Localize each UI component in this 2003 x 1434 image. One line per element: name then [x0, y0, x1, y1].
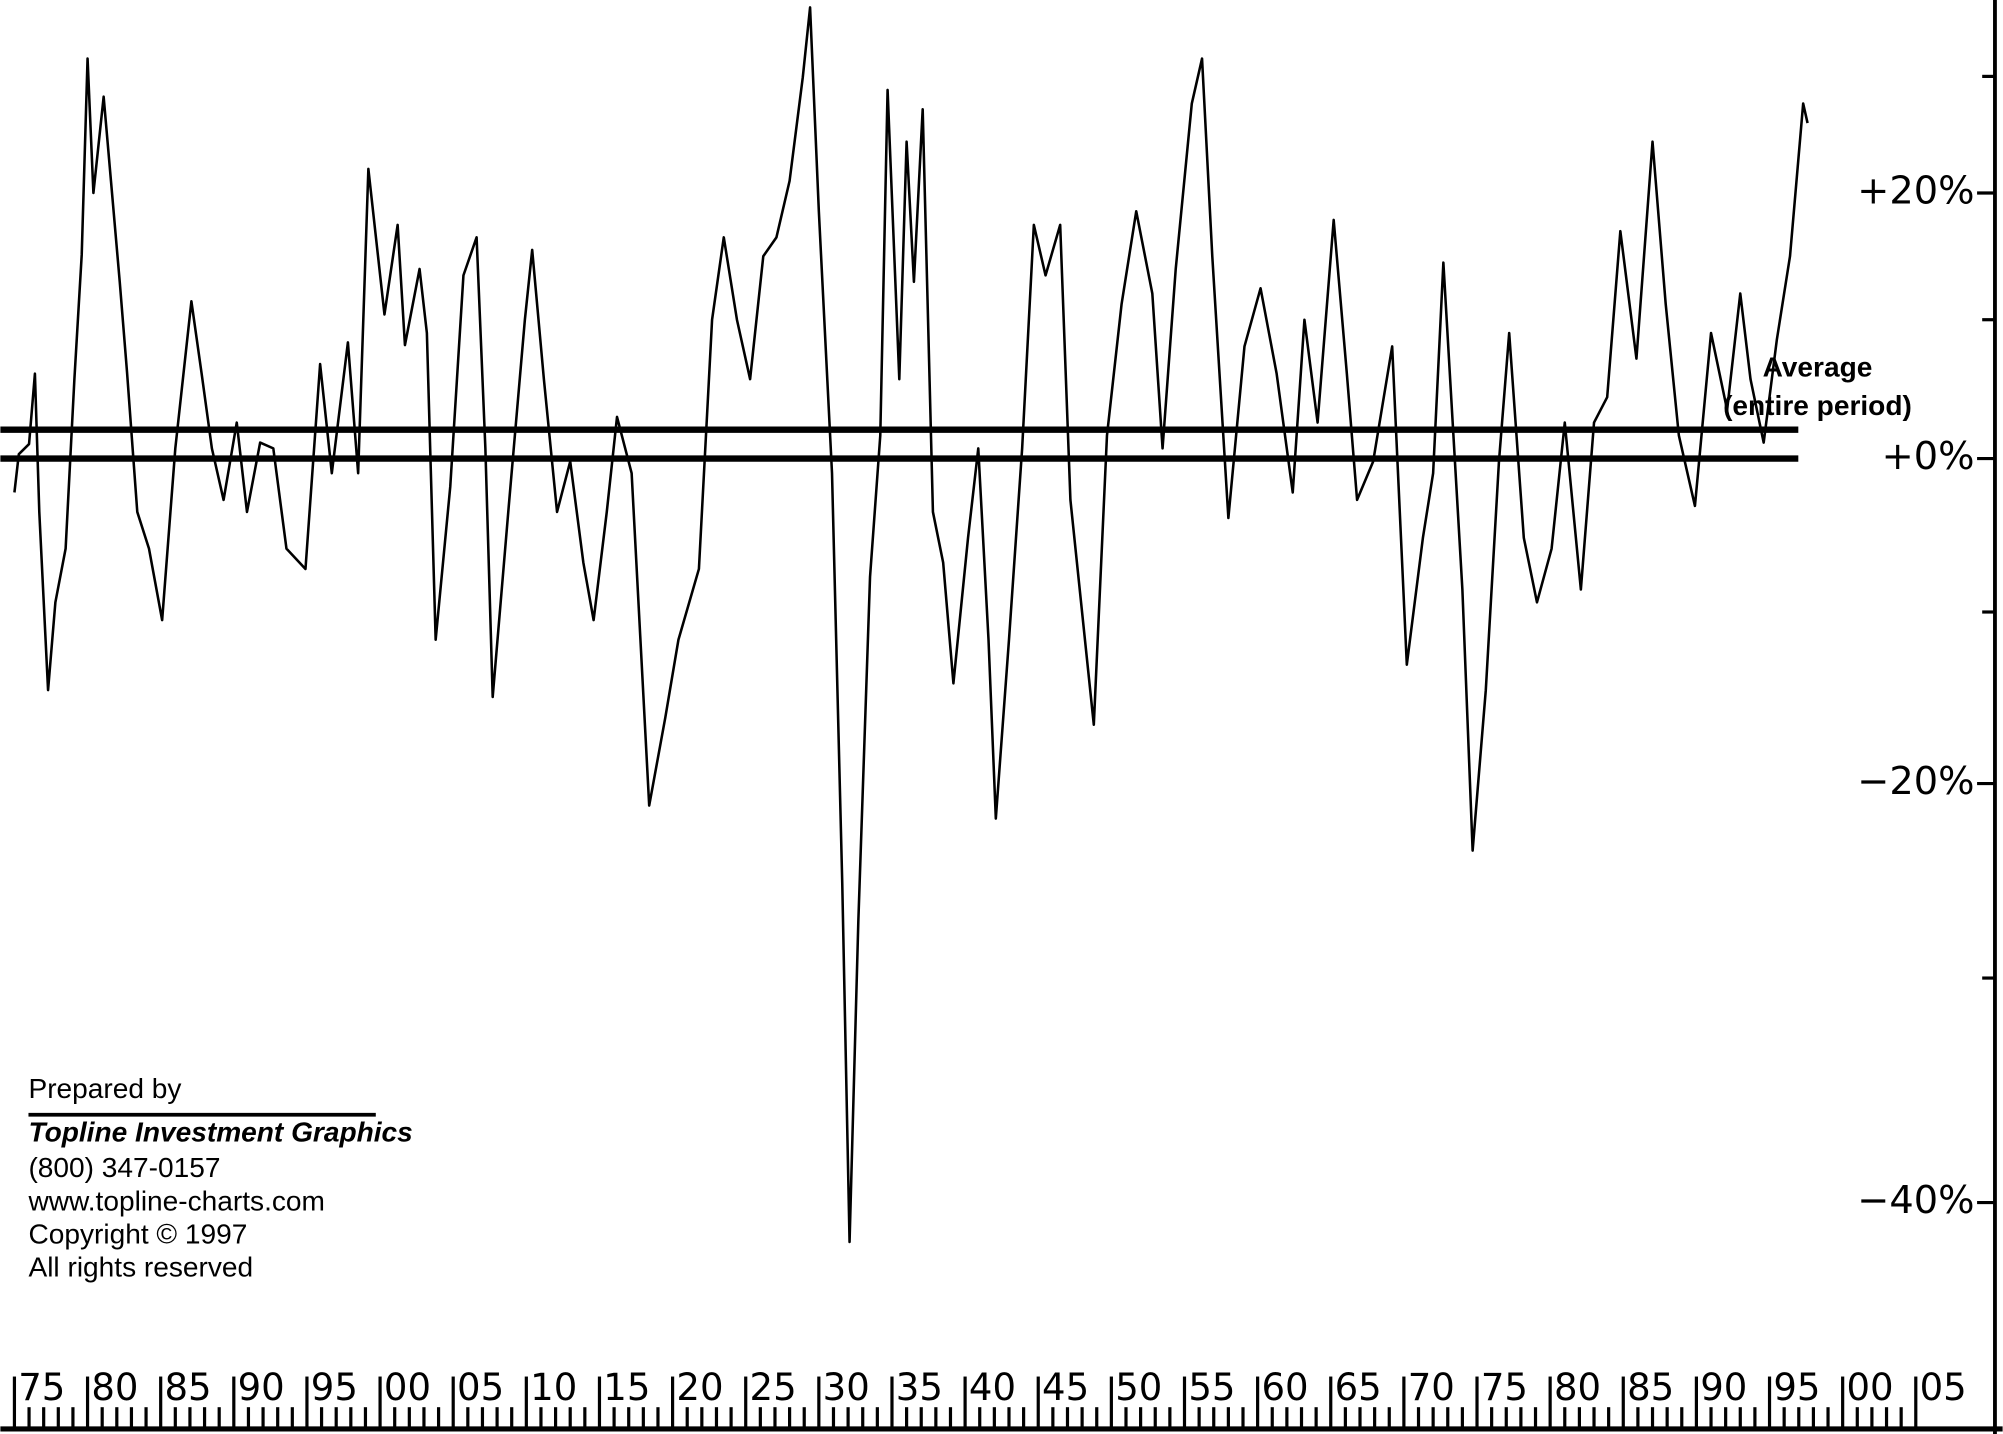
x-tick-label: 35	[896, 1366, 943, 1409]
x-tick-label: 90	[1700, 1366, 1747, 1409]
credit: Prepared by	[28, 1073, 181, 1104]
series-line	[13, 6, 1809, 1244]
x-tick-label: 20	[676, 1366, 723, 1409]
x-tick-label: 45	[1042, 1366, 1089, 1409]
credit: All rights reserved	[28, 1252, 253, 1283]
x-tick-label: 80	[1554, 1366, 1601, 1409]
x-tick-label: 30	[823, 1366, 870, 1409]
x-tick-label: 95	[1773, 1366, 1820, 1409]
credit: www.topline-charts.com	[27, 1185, 324, 1216]
y-tick-label: −20%	[1857, 759, 1974, 804]
x-tick-label: 00	[384, 1366, 431, 1409]
x-tick-label: 65	[1335, 1366, 1382, 1409]
x-tick-label: 10	[530, 1366, 577, 1409]
x-tick-label: 40	[969, 1366, 1016, 1409]
x-tick-label: 55	[1188, 1366, 1235, 1409]
x-tick-label: 75	[18, 1366, 65, 1409]
y-tick-label: −40%	[1857, 1178, 1974, 1223]
y-tick-label: +20%	[1857, 168, 1974, 213]
x-tick-label: 05	[457, 1366, 504, 1409]
x-tick-label: 60	[1261, 1366, 1308, 1409]
x-tick-label: 75	[1481, 1366, 1528, 1409]
x-tick-label: 05	[1920, 1366, 1967, 1409]
y-tick-label: +0%	[1882, 434, 1975, 479]
x-tick-label: 25	[750, 1366, 797, 1409]
x-tick-label: 90	[238, 1366, 285, 1409]
x-tick-label: 50	[1115, 1366, 1162, 1409]
x-tick-label: 15	[603, 1366, 650, 1409]
x-tick-label: 85	[1627, 1366, 1674, 1409]
x-tick-label: 95	[311, 1366, 358, 1409]
average-label: Average	[1763, 351, 1873, 382]
credit: (800) 347-0157	[28, 1152, 220, 1183]
credit: Copyright © 1997	[28, 1218, 247, 1249]
x-tick-label: 85	[165, 1366, 212, 1409]
credit-company: Topline Investment Graphics	[28, 1116, 412, 1147]
average-label: (entire period)	[1723, 390, 1912, 421]
x-tick-label: 70	[1408, 1366, 1455, 1409]
x-tick-label: 80	[91, 1366, 138, 1409]
x-tick-label: 00	[1846, 1366, 1893, 1409]
